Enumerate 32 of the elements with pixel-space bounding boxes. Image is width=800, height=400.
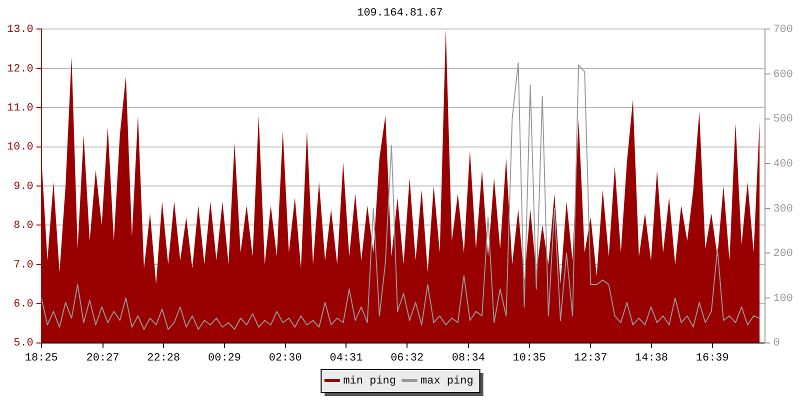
x-tick-label: 18:25 (24, 352, 58, 364)
x-tick-label: 20:27 (86, 352, 120, 364)
x-tick-label: 22:28 (147, 352, 180, 364)
y2-tick-label: 500 (773, 114, 794, 126)
y-tick-label: 9.0 (14, 180, 34, 193)
y-tick-label: 12.0 (7, 63, 34, 76)
y2-tick-label: 0 (773, 338, 780, 350)
y2-tick-label: 400 (773, 158, 794, 171)
x-tick-label: 04:31 (330, 352, 364, 364)
legend-label: max ping (420, 375, 474, 388)
x-tick-label: 16:39 (696, 352, 729, 364)
y-tick-label: 10.0 (7, 142, 34, 154)
y-tick-label: 6.0 (14, 298, 34, 311)
x-tick-label: 06:32 (390, 352, 424, 364)
y-tick-label: 8.0 (14, 220, 34, 232)
x-tick-label: 14:38 (635, 352, 668, 364)
y2-tick-label: 600 (773, 68, 794, 81)
x-tick-label: 00:29 (208, 352, 241, 364)
chart-title: 109.164.81.67 (357, 8, 443, 20)
y2-tick-label: 100 (773, 292, 794, 305)
y-tick-label: 11.0 (7, 102, 34, 115)
x-tick-label: 12:37 (574, 352, 608, 364)
x-tick-label: 10:35 (512, 352, 546, 364)
y-tick-label: 13.0 (7, 24, 34, 36)
y-tick-label: 7.0 (14, 259, 34, 272)
y2-tick-label: 200 (773, 248, 794, 260)
legend-label: min ping (343, 375, 396, 388)
x-tick-label: 02:30 (268, 352, 302, 364)
y-tick-label: 5.0 (14, 338, 34, 350)
x-tick-label: 08:34 (452, 352, 486, 364)
y2-tick-label: 300 (773, 203, 794, 216)
y2-tick-label: 700 (773, 24, 794, 36)
